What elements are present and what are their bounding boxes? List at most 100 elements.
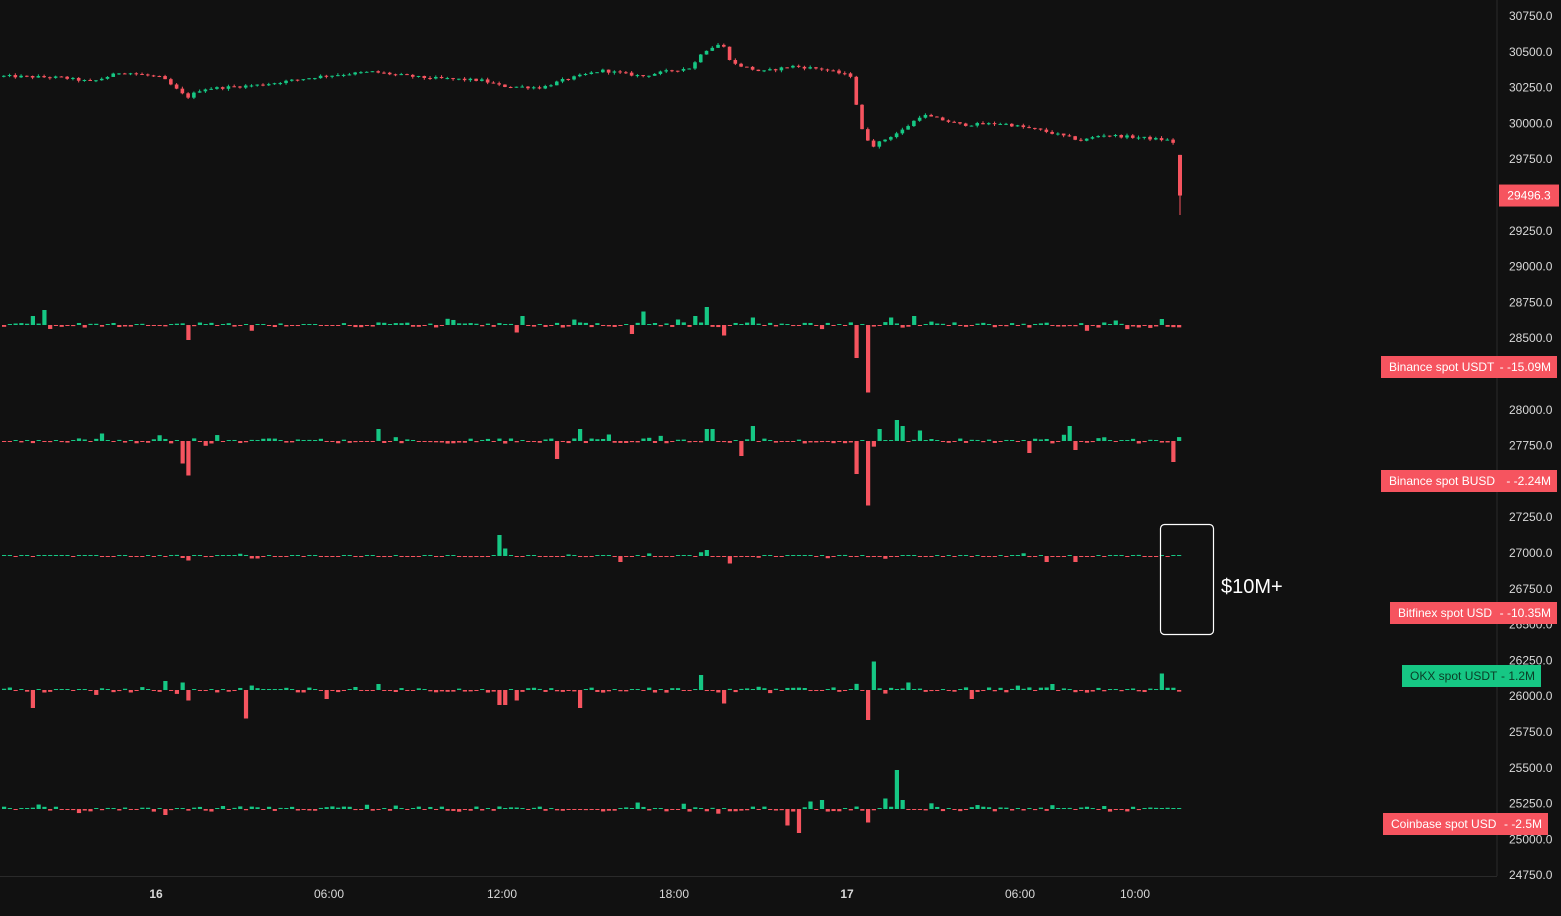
flow-bar [59, 809, 64, 810]
flow-bar [1102, 556, 1107, 557]
flow-bar [722, 441, 727, 443]
flow-bar [382, 690, 387, 691]
flow-bar [94, 808, 99, 809]
flow-bar [779, 809, 784, 811]
flow-bar [174, 440, 179, 441]
flow-bar [324, 807, 329, 809]
flow-bar [313, 555, 318, 556]
flow-bar [779, 441, 784, 443]
flow-bar [963, 441, 969, 443]
candle-body [595, 72, 599, 74]
flow-bar [658, 325, 663, 327]
flow-bar [134, 690, 139, 691]
flow-bar [1079, 556, 1084, 557]
flow-bar [405, 322, 410, 325]
candle-body [808, 67, 812, 69]
candle-body [53, 76, 58, 78]
flow-bar [612, 325, 617, 327]
flow-bar [889, 317, 894, 325]
flow-bar [894, 689, 899, 690]
flow-bar [796, 439, 802, 441]
flow-bar [658, 689, 663, 690]
flow-bar [1067, 689, 1072, 690]
flow-bar [439, 556, 444, 557]
flow-bar [30, 316, 35, 325]
flow-bar [128, 325, 133, 327]
flow-bar [1165, 556, 1170, 557]
flow-bar [65, 555, 70, 556]
flow-bar [785, 555, 790, 556]
flow-bar [808, 441, 813, 443]
flow-bar [307, 555, 312, 556]
flow-bar [151, 809, 156, 812]
flow-bar [733, 322, 738, 325]
flow-bar [203, 556, 208, 558]
flow-bar [549, 438, 554, 441]
flow-bar [664, 809, 669, 812]
flow-bar [1044, 687, 1049, 690]
candle-body [209, 88, 213, 90]
flow-bar [405, 556, 410, 558]
flow-bar [837, 324, 842, 325]
flow-bar [624, 807, 629, 809]
candle-body [1067, 135, 1072, 137]
flow-bar [578, 809, 583, 810]
flow-bar [364, 441, 370, 442]
flow-bar [687, 555, 692, 556]
flow-bar [128, 809, 133, 810]
flow-bar [457, 809, 462, 812]
flow-bar [1154, 325, 1159, 327]
flow-bar [387, 556, 393, 557]
candle-body [146, 74, 150, 76]
flow-bar [48, 441, 53, 443]
flow-bar [560, 556, 565, 557]
flow-bar [963, 325, 969, 327]
flow-bar [543, 556, 548, 557]
flow-bar [998, 555, 1003, 556]
flow-bar [693, 316, 698, 325]
flow-bar [543, 325, 548, 327]
flow-bar [36, 440, 41, 441]
flow-bar [42, 806, 47, 809]
flow-bar [2, 806, 7, 809]
flow-bar [768, 322, 773, 325]
flow-bar [99, 325, 105, 327]
price-axis[interactable]: 30750.030500.030250.030000.029750.029500… [1509, 9, 1553, 882]
series-name: Coinbase spot USD [1391, 817, 1497, 831]
flow-bar [1021, 553, 1026, 556]
candle-body [814, 67, 818, 69]
flow-bar [243, 555, 249, 556]
flow-bar [572, 555, 577, 556]
flow-bar [1136, 325, 1141, 328]
flow-bar [163, 325, 168, 327]
flow-bar [906, 682, 911, 690]
price-tick-label: 25500.0 [1509, 761, 1553, 775]
flow-bar [693, 689, 698, 690]
flow-bar [889, 440, 894, 441]
flow-bar [209, 322, 214, 325]
flow-bar [42, 441, 47, 442]
flow-bar [1177, 437, 1182, 441]
flow-bar [906, 325, 911, 327]
flow-bar [491, 809, 496, 811]
flow-bar [572, 438, 577, 441]
flow-bar [624, 324, 629, 325]
flow-bar [716, 441, 721, 442]
price-tick-label: 24750.0 [1509, 868, 1553, 882]
flow-bar [923, 324, 928, 325]
flow-bar [986, 439, 992, 441]
flow-bar [1090, 441, 1095, 443]
flow-bar [65, 441, 70, 443]
flow-bar [1073, 441, 1078, 450]
flow-bar [1038, 807, 1043, 809]
flow-bar [998, 441, 1003, 442]
flow-bar [704, 307, 709, 325]
flow-bar [520, 316, 525, 325]
flow-bar [681, 803, 686, 809]
flow-bar [65, 325, 70, 326]
candle-body [122, 73, 127, 75]
time-axis[interactable]: 16 06:00 12:00 18:00 17 06:00 10:00 [149, 887, 1150, 901]
flow-bar [180, 682, 185, 690]
flow-bar [963, 809, 969, 810]
flow-bar [399, 441, 404, 444]
